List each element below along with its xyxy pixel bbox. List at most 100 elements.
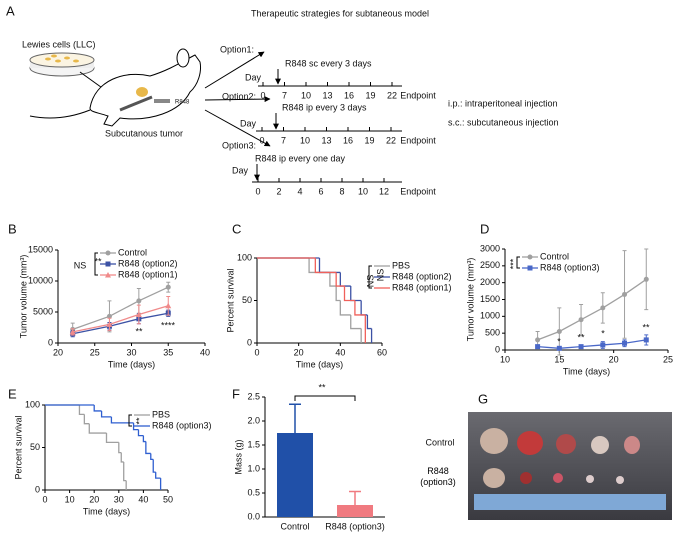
marker: [578, 317, 584, 323]
timeline-label: 7: [281, 135, 286, 145]
x-tick-label: 20: [53, 347, 63, 357]
series-line: [72, 312, 169, 335]
option-label: Option2:: [222, 91, 256, 101]
y-axis-label: Mass (g): [233, 439, 243, 474]
panel-label: F: [232, 386, 240, 401]
x-tick-label: 40: [200, 347, 210, 357]
timeline-label: 22: [387, 90, 397, 100]
timeline-label: 8: [339, 186, 344, 196]
timeline-label: 13: [321, 135, 331, 145]
panel-label: D: [480, 221, 489, 236]
y-tick-label: 1.0: [247, 463, 260, 473]
legend-bracket: [516, 256, 520, 269]
marker: [600, 342, 606, 348]
marker: [165, 284, 171, 290]
treatment: R848 ip every one day: [255, 153, 346, 163]
x-tick-label: 30: [114, 494, 124, 504]
option-label: Option1:: [220, 44, 254, 54]
x-axis-label: Time (days): [108, 359, 155, 369]
timeline-label: 10: [301, 90, 311, 100]
marker: [165, 302, 172, 309]
survival-step: [123, 461, 127, 482]
series-line: [72, 286, 169, 330]
y-tick-label: 0: [247, 337, 252, 347]
y-tick-label: 1500: [480, 294, 500, 304]
timeline-label: 22: [386, 135, 396, 145]
y-tick-label: 5000: [33, 306, 53, 316]
survival-step: [100, 410, 112, 418]
annotation: **: [318, 382, 326, 392]
option-label: Option3:: [222, 140, 256, 150]
survival-step: [78, 405, 85, 415]
survival-step: [343, 286, 355, 302]
annotation: ***: [508, 258, 518, 269]
x-tick-label: R848 (option3): [325, 521, 385, 531]
legend-label: R848 (option2): [392, 271, 452, 281]
cells-label: Lewies cells (LLC): [22, 39, 96, 49]
tumors: [480, 428, 640, 488]
annotation: *: [601, 328, 605, 338]
marker: [556, 345, 562, 351]
marker: [106, 313, 112, 319]
timeline-label: 10: [358, 186, 368, 196]
survival-step: [132, 422, 139, 431]
survival-step: [335, 286, 341, 302]
x-tick-label: 20: [609, 354, 619, 364]
timeline-label: 13: [322, 90, 332, 100]
y-tick-label: 3000: [480, 243, 500, 253]
timeline-label: 0: [255, 186, 260, 196]
x-tick-label: 20: [294, 347, 304, 357]
bar: [277, 433, 313, 517]
y-tick-label: 100: [237, 252, 252, 262]
survival-step: [366, 314, 372, 330]
timeline-label: 6: [318, 186, 323, 196]
series-line: [537, 278, 647, 341]
mouse-ear: [176, 48, 190, 68]
x-tick-label: 25: [663, 354, 673, 364]
marker: [622, 291, 628, 297]
legend-label: Control: [118, 247, 147, 257]
annotation: **: [135, 326, 143, 336]
photo-row-label: Control: [425, 437, 454, 447]
marker: [105, 250, 111, 256]
timeline-label: 0: [259, 135, 264, 145]
day-label: Day: [232, 165, 249, 175]
timeline-label: 10: [300, 135, 310, 145]
x-tick-label: 20: [89, 494, 99, 504]
photo-row-label: R848 (option3): [420, 466, 456, 487]
survival-step: [145, 441, 151, 455]
timeline-label: 4: [297, 186, 302, 196]
x-tick-label: 15: [554, 354, 564, 364]
marker: [69, 328, 76, 335]
y-tick-label: 500: [485, 328, 500, 338]
y-axis-label: Tumor volume (mm³): [18, 255, 28, 339]
annotation: NS: [365, 275, 375, 288]
x-tick-label: 10: [500, 354, 510, 364]
y-tick-label: 2500: [480, 260, 500, 270]
survival-step: [350, 314, 362, 330]
marker: [105, 261, 111, 267]
legend-label: R848 (option1): [118, 269, 178, 279]
panel-label: G: [478, 391, 488, 406]
survival-step: [120, 452, 124, 463]
series-line: [537, 339, 647, 349]
y-axis-label: Percent survival: [13, 415, 23, 479]
marker: [643, 276, 649, 282]
marker: [135, 311, 142, 317]
survival-step: [350, 286, 362, 302]
survival-step: [354, 300, 366, 316]
marker: [527, 265, 533, 271]
day-label: Day: [240, 118, 257, 128]
note: s.c.: subcutaneous injection: [448, 117, 559, 127]
survival-step: [137, 429, 144, 437]
treatment: R848 ip every 3 days: [282, 102, 367, 112]
survival-step: [339, 300, 351, 316]
timeline-label: 16: [343, 135, 353, 145]
bar: [337, 505, 373, 517]
annotation: **: [94, 256, 102, 266]
x-tick-label: 35: [163, 347, 173, 357]
timeline-label: 12: [379, 186, 389, 196]
marker: [622, 340, 628, 346]
legend-bracket: [128, 414, 132, 427]
x-axis-label: Time (days): [296, 359, 343, 369]
